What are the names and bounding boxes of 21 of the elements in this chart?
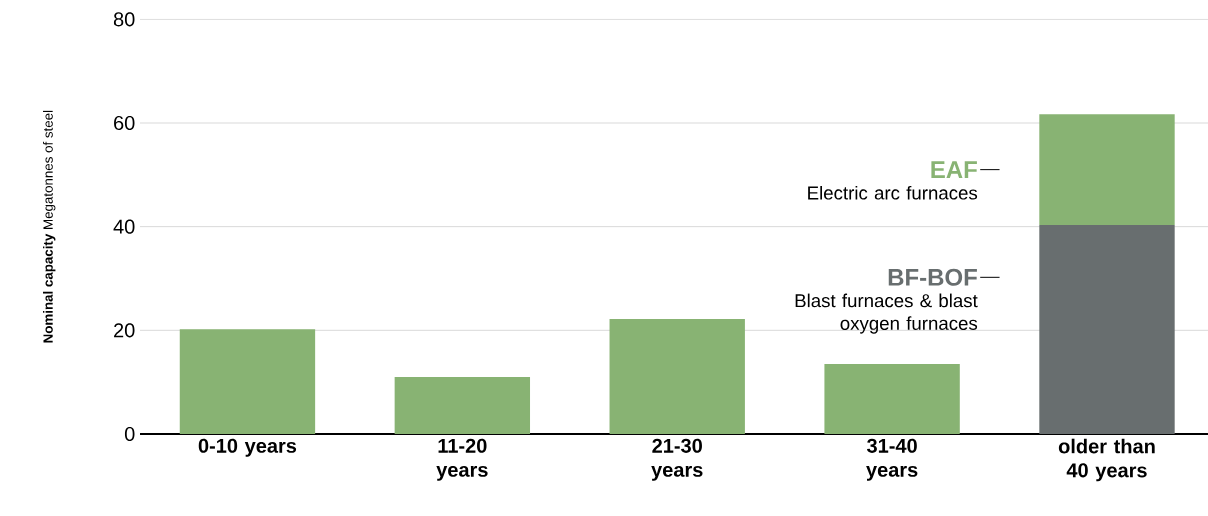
bar [609, 318, 745, 434]
x-tick-label: older than 40 years [1058, 438, 1155, 482]
bar [394, 376, 531, 434]
bar [1039, 225, 1175, 434]
annotation: Electric arc furnaces [808, 185, 978, 200]
y-axis-title: Nominal capacity Megatonnes of steel [43, 110, 56, 343]
x-tick-label: 11-20 years [436, 438, 488, 481]
annotation: Blast furnaces & blast oxygen furnaces [795, 293, 978, 334]
x-tick-label: 21-30 years [651, 438, 703, 481]
text: EAF [931, 161, 977, 178]
y-tick-label: 60 [114, 115, 135, 131]
bar [179, 329, 316, 434]
bar [1039, 114, 1175, 226]
y-tick-label: 40 [113, 219, 135, 234]
text: BF-BOF [888, 268, 977, 286]
x-tick-label: 31-40 years [866, 438, 918, 481]
y-tick-label: 0 [124, 426, 135, 442]
x-tick-label: 0-10 years [198, 438, 297, 457]
y-tick-label: 80 [113, 12, 135, 27]
y-tick-label: 20 [114, 323, 135, 338]
bar [824, 364, 960, 434]
